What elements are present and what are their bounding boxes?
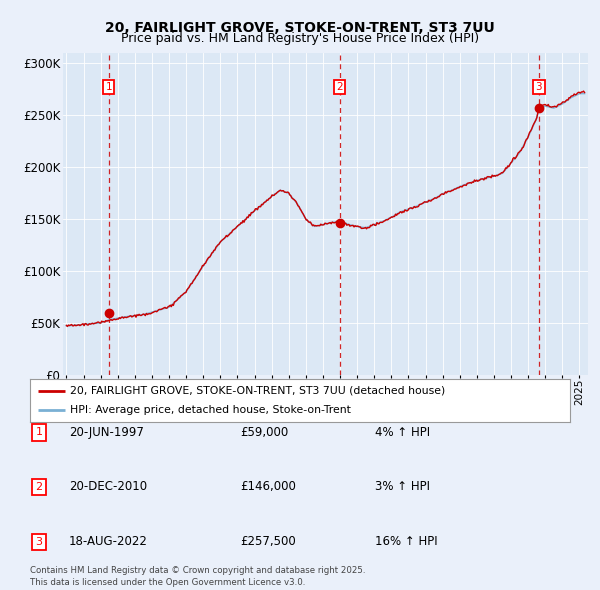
Text: 20, FAIRLIGHT GROVE, STOKE-ON-TRENT, ST3 7UU: 20, FAIRLIGHT GROVE, STOKE-ON-TRENT, ST3… [105, 21, 495, 35]
Text: £59,000: £59,000 [240, 426, 288, 439]
Text: 1: 1 [106, 82, 112, 92]
Text: 18-AUG-2022: 18-AUG-2022 [69, 535, 148, 548]
Text: 2: 2 [336, 82, 343, 92]
Text: 20-DEC-2010: 20-DEC-2010 [69, 480, 147, 493]
Text: £146,000: £146,000 [240, 480, 296, 493]
Text: 3% ↑ HPI: 3% ↑ HPI [375, 480, 430, 493]
Text: HPI: Average price, detached house, Stoke-on-Trent: HPI: Average price, detached house, Stok… [71, 405, 352, 415]
Text: £257,500: £257,500 [240, 535, 296, 548]
Text: 3: 3 [35, 537, 43, 546]
Text: 2: 2 [35, 482, 43, 491]
Text: 3: 3 [536, 82, 542, 92]
Text: 4% ↑ HPI: 4% ↑ HPI [375, 426, 430, 439]
Text: 20, FAIRLIGHT GROVE, STOKE-ON-TRENT, ST3 7UU (detached house): 20, FAIRLIGHT GROVE, STOKE-ON-TRENT, ST3… [71, 386, 446, 396]
Text: 16% ↑ HPI: 16% ↑ HPI [375, 535, 437, 548]
Text: 1: 1 [35, 428, 43, 437]
Text: 20-JUN-1997: 20-JUN-1997 [69, 426, 144, 439]
Text: Contains HM Land Registry data © Crown copyright and database right 2025.
This d: Contains HM Land Registry data © Crown c… [30, 566, 365, 587]
Text: Price paid vs. HM Land Registry's House Price Index (HPI): Price paid vs. HM Land Registry's House … [121, 32, 479, 45]
